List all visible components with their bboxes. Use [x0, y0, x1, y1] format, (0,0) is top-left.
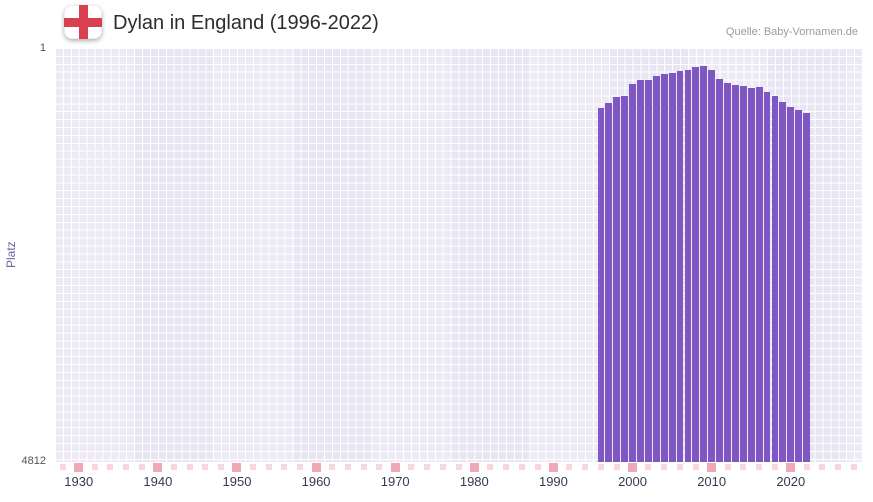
bar-2014[interactable] — [739, 85, 747, 462]
year-tick-marker — [123, 464, 130, 470]
bar-2009[interactable] — [700, 65, 708, 462]
bar-2019[interactable] — [779, 102, 787, 462]
x-tick-label-1940: 1940 — [143, 474, 173, 489]
year-tick-marker — [613, 464, 620, 470]
bar-2004[interactable] — [660, 73, 668, 462]
x-axis: 1930 1940 1950 1960 1970 1980 1990 2000 2010 2020 — [55, 462, 862, 502]
x-tick-label-1980: 1980 — [459, 474, 489, 489]
bar-2002[interactable] — [644, 79, 652, 462]
x-tick-label-1990: 1990 — [538, 474, 568, 489]
year-tick-marker — [139, 464, 146, 470]
year-tick-marker — [170, 464, 177, 470]
year-tick-marker — [202, 464, 209, 470]
bar-2011[interactable] — [716, 78, 723, 462]
year-tick-marker — [281, 464, 288, 470]
year-tick-marker — [518, 464, 525, 470]
bar-2013[interactable] — [732, 84, 739, 462]
year-tick-marker — [756, 464, 763, 470]
year-tick-marker — [455, 464, 462, 470]
plot-area — [55, 48, 862, 462]
year-tick-marker — [311, 463, 321, 472]
year-tick-marker — [249, 464, 256, 470]
year-tick-marker — [408, 464, 415, 470]
bar-2018[interactable] — [771, 96, 779, 462]
year-tick-marker — [107, 464, 114, 470]
year-tick-marker — [835, 464, 842, 470]
y-tick-bottom: 4812 — [21, 455, 46, 467]
year-tick-marker — [803, 464, 810, 470]
year-tick-marker — [232, 463, 242, 472]
bar-1998[interactable] — [613, 96, 621, 462]
year-tick-marker — [344, 464, 351, 470]
year-tick-marker — [597, 464, 604, 470]
bar-2017[interactable] — [763, 91, 771, 462]
x-tick-label-1930: 1930 — [64, 474, 94, 489]
bar-2012[interactable] — [724, 82, 731, 462]
year-tick-marker — [707, 463, 717, 472]
year-tick-marker — [661, 464, 668, 470]
bar-2015[interactable] — [747, 87, 755, 462]
y-tick-top: 1 — [39, 42, 46, 54]
bar-2021[interactable] — [795, 109, 803, 462]
year-tick-marker — [534, 464, 541, 470]
bar-2006[interactable] — [676, 70, 684, 462]
year-tick-marker — [439, 464, 446, 470]
year-tick-marker — [376, 464, 383, 470]
year-tick-marker — [59, 464, 66, 470]
chart-title: Dylan in England (1996-2022) — [113, 12, 379, 34]
year-tick-marker — [645, 464, 652, 470]
bar-2022[interactable] — [803, 112, 810, 462]
bar-1997[interactable] — [605, 102, 613, 462]
year-tick-marker — [91, 464, 98, 470]
year-tick-marker — [218, 464, 225, 470]
year-tick-marker — [74, 463, 84, 472]
source-credit: Quelle: Baby-Vornamen.de — [725, 26, 858, 38]
year-tick-marker — [469, 463, 479, 472]
x-tick-label-2000: 2000 — [618, 474, 647, 489]
england-flag-icon — [64, 5, 102, 39]
year-tick-marker — [487, 464, 494, 470]
year-tick-marker — [724, 464, 731, 470]
x-tick-label-1970: 1970 — [380, 474, 410, 489]
y-axis-title: Platz — [4, 241, 18, 269]
bar-1999[interactable] — [621, 96, 629, 462]
bar-2003[interactable] — [652, 75, 660, 462]
year-tick-marker — [153, 463, 163, 472]
bar-2020[interactable] — [787, 106, 795, 462]
bar-2000[interactable] — [629, 84, 636, 462]
year-tick-marker — [390, 463, 400, 472]
bar-2016[interactable] — [755, 87, 763, 462]
year-tick-marker — [851, 464, 858, 470]
x-tick-label-1960: 1960 — [301, 474, 331, 489]
bar-2010[interactable] — [708, 69, 716, 462]
year-tick-marker — [423, 464, 430, 470]
bar-2001[interactable] — [637, 79, 644, 462]
year-tick-marker — [566, 464, 573, 470]
year-tick-marker — [692, 464, 699, 470]
x-tick-label-2020: 2020 — [776, 474, 806, 489]
year-tick-marker — [297, 464, 304, 470]
bar-2005[interactable] — [668, 72, 676, 462]
year-tick-marker — [786, 463, 796, 472]
year-tick-marker — [186, 464, 193, 470]
bar-1996[interactable] — [597, 108, 605, 462]
year-tick-marker — [360, 464, 367, 470]
x-tick-label-1950: 1950 — [222, 474, 252, 489]
year-tick-marker — [771, 464, 778, 470]
year-tick-marker — [502, 464, 509, 470]
year-tick-marker — [628, 463, 638, 472]
x-tick-label-2010: 2010 — [697, 474, 727, 489]
year-tick-marker — [677, 464, 684, 470]
year-tick-marker — [582, 464, 589, 470]
year-tick-marker — [819, 464, 826, 470]
year-tick-marker — [265, 464, 272, 470]
year-tick-marker — [740, 464, 747, 470]
year-tick-marker — [328, 464, 335, 470]
bar-2007[interactable] — [684, 69, 692, 462]
bar-2008[interactable] — [692, 66, 700, 462]
year-tick-marker — [548, 463, 558, 472]
